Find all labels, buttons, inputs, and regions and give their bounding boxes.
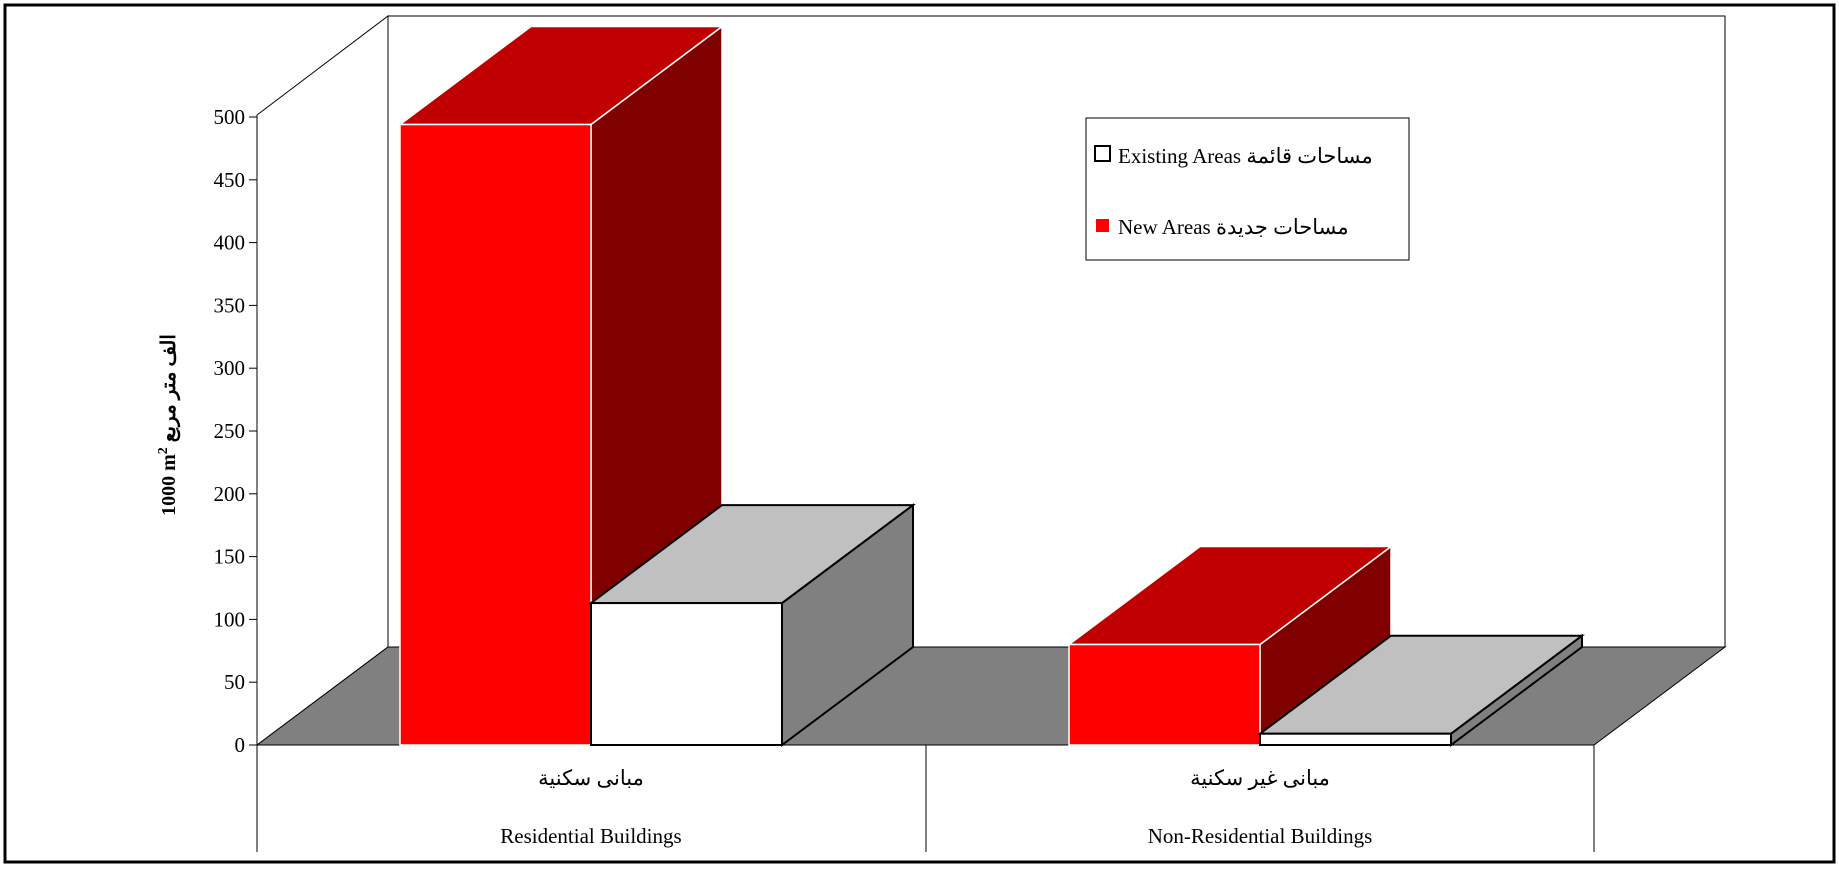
y-axis-title-number: 1000 m bbox=[158, 454, 180, 516]
legend: Existing Areas مساحات قائمة New Areas مس… bbox=[1085, 117, 1410, 261]
legend-label-existing: Existing Areas مساحات قائمة bbox=[1118, 144, 1373, 168]
bars bbox=[397, 25, 1586, 747]
y-tick-label: 100 bbox=[214, 607, 246, 631]
category-label-ar-nonresidential: مبانى غير سكنية bbox=[1190, 766, 1330, 791]
category-label-ar-residential: مبانى سكنية bbox=[538, 766, 644, 790]
category-label-en-residential: Residential Buildings bbox=[500, 824, 681, 848]
legend-swatch-new bbox=[1096, 219, 1109, 232]
bar-front bbox=[1259, 732, 1452, 746]
bar-existing-areas-cat1 bbox=[1256, 633, 1586, 747]
legend-box bbox=[1085, 117, 1410, 261]
side-wall bbox=[256, 14, 389, 746]
y-tick-label: 150 bbox=[214, 545, 246, 569]
y-tick-label: 350 bbox=[214, 293, 246, 317]
y-axis-title-arabic: الف متر مربع bbox=[158, 334, 181, 442]
y-tick-label: 50 bbox=[224, 670, 245, 694]
bar-front bbox=[399, 123, 592, 746]
bar-front bbox=[1068, 643, 1261, 746]
y-tick-label: 300 bbox=[214, 356, 246, 380]
y-axis: 0 50 100 150 200 250 300 350 400 450 500 bbox=[214, 105, 258, 757]
svg-text:1000 m2 الف متر مربع: 1000 m2 الف متر مربع bbox=[156, 334, 181, 516]
chart-border bbox=[3, 3, 1836, 864]
bar-existing-areas-cat0 bbox=[587, 503, 917, 747]
y-tick-label: 200 bbox=[214, 482, 246, 506]
y-tick-label: 0 bbox=[235, 733, 246, 757]
legend-swatch-existing bbox=[1094, 145, 1111, 162]
y-tick-label: 500 bbox=[214, 105, 246, 129]
y-axis-title-superscript: 2 bbox=[156, 447, 171, 454]
legend-label-new: New Areas مساحات جديدة bbox=[1118, 215, 1349, 239]
bar-new-areas-cat1 bbox=[1066, 545, 1394, 747]
bar-front bbox=[590, 602, 783, 747]
y-axis-title: 1000 m2 الف متر مربع bbox=[156, 334, 181, 516]
category-label-en-nonresidential: Non-Residential Buildings bbox=[1148, 824, 1373, 848]
category-area: مبانى سكنية Residential Buildings مبانى … bbox=[256, 745, 1595, 852]
y-tick-label: 450 bbox=[214, 168, 246, 192]
y-tick-label: 400 bbox=[214, 231, 246, 255]
y-tick-label: 250 bbox=[214, 419, 246, 443]
